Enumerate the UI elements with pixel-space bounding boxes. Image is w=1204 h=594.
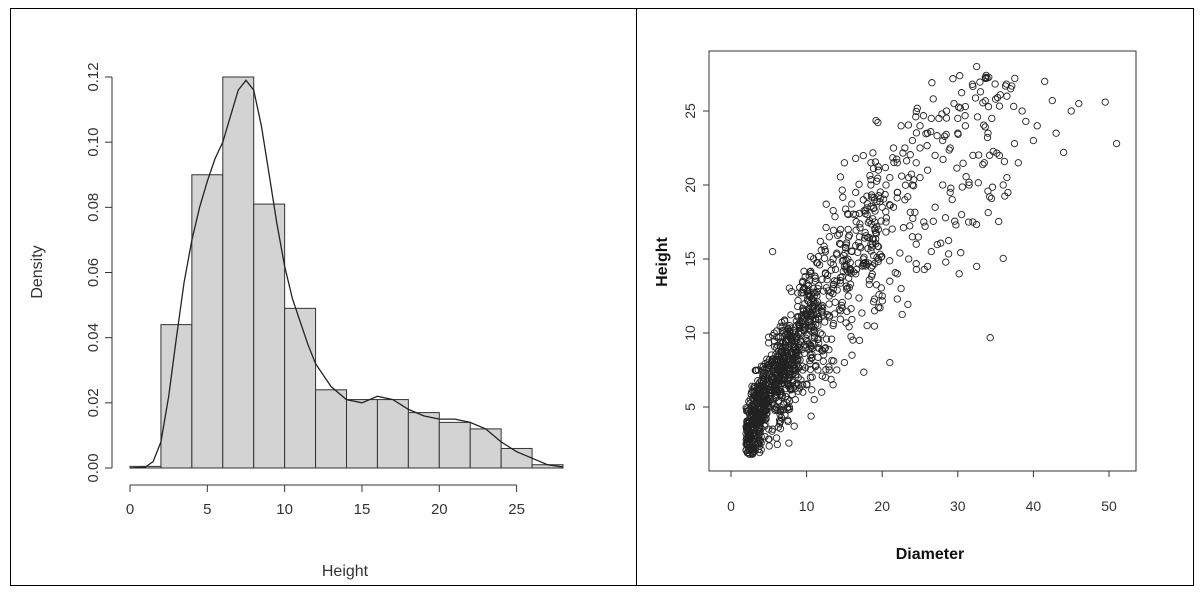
histogram-bar-5: [284, 307, 317, 469]
histogram-y-tick-label-1: 0.02: [85, 388, 102, 417]
histogram-bar-8: [376, 399, 409, 469]
histogram-y-tick-label-2: 0.04: [85, 323, 102, 352]
histogram-x-tick-label-3: 15: [354, 501, 371, 518]
histogram-y-tick-label-6: 0.12: [85, 62, 102, 91]
histogram-bar-11: [469, 428, 502, 469]
histogram-chart: 0 5 10 15 20 25 0.000.020.040.060.080.100.12 …: [29, 62, 564, 580]
histogram-bar-6: [315, 389, 348, 469]
histogram-bar-3: [222, 76, 255, 469]
histogram-y-tick-label-3: 0.06: [85, 258, 102, 287]
panel-divider: [636, 8, 637, 586]
histogram-bar-1: [160, 324, 193, 469]
histogram-x-ticks: 0 5 10 15 20 25: [126, 485, 525, 518]
histogram-bars: [129, 76, 564, 469]
histogram-x-tick-label-2: 10: [276, 501, 293, 518]
histogram-bar-7: [346, 399, 378, 469]
histogram-y-tick-label-5: 0.10: [85, 128, 102, 157]
histogram-y-axis-title: Density: [29, 245, 46, 298]
histogram-bar-10: [438, 421, 471, 469]
histogram-x-tick-label-1: 5: [203, 501, 211, 518]
histogram-y-ticks: 0.00 0.02 0.04 0.06 0.08 0.10 0.12: [85, 62, 112, 483]
histogram-y-tick-label-0: 0.00: [85, 453, 102, 482]
histogram-x-axis-title: Height: [322, 563, 369, 580]
histogram-x-tick-label-5: 25: [508, 501, 525, 518]
histogram-y-tick-label-4: 0.08: [85, 193, 102, 222]
histogram-bar-9: [407, 412, 440, 469]
histogram-x-tick-label-0: 0: [126, 501, 134, 518]
histogram-x-tick-label-4: 20: [431, 501, 448, 518]
histogram-bar-2: [191, 174, 224, 469]
density-curve: [129, 79, 564, 469]
